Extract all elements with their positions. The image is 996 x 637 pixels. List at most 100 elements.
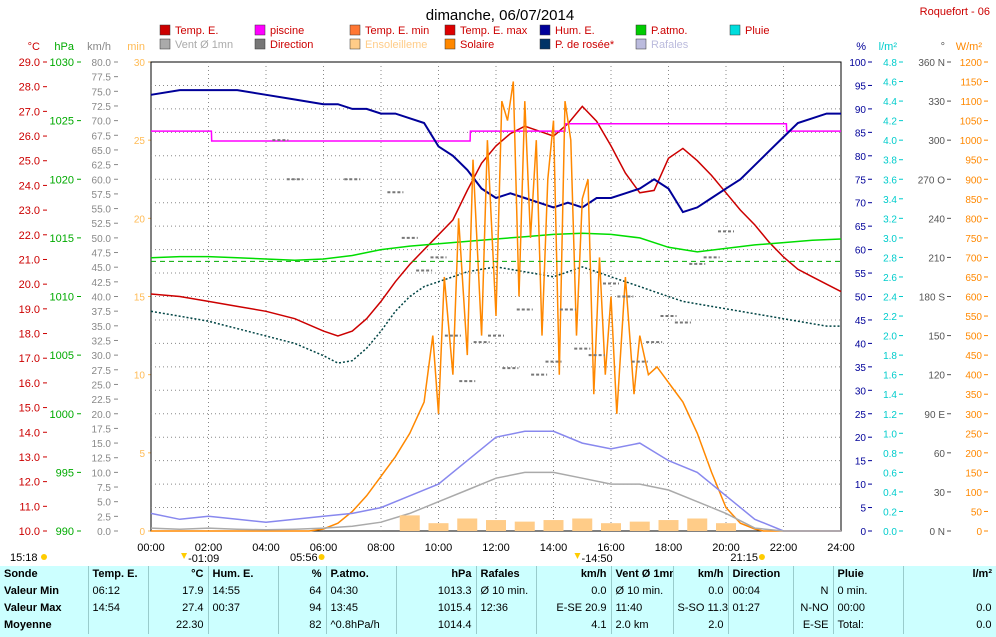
- solar-axis-tick: 1200: [960, 58, 983, 69]
- hum-axis-tick: 65: [855, 222, 867, 233]
- summary-header: P.atmo.: [325, 566, 396, 583]
- rain-axis-tick: 4.0: [883, 136, 897, 147]
- series-hume: [150, 89, 841, 214]
- temp-axis-tick: 16.0: [19, 378, 40, 390]
- summary-header: Sonde: [4, 568, 38, 580]
- hum-axis-tick: 90: [855, 105, 867, 116]
- solar-axis-tick: 750: [965, 234, 982, 245]
- time-tick-label: 02:00: [195, 542, 223, 554]
- wind-axis-tick: 50.0: [92, 234, 112, 245]
- summary-header: Direction: [727, 566, 793, 583]
- summary-header: l/m²: [902, 566, 996, 583]
- summary-cell: 0.0: [902, 617, 996, 634]
- temp-axis-tick: 13.0: [19, 452, 40, 464]
- legend-label: Vent Ø 1mn: [175, 39, 233, 51]
- pres-axis-tick: 1030: [50, 57, 74, 69]
- hum-axis-tick: 100: [849, 58, 866, 69]
- wind-axis-tick: 42.5: [92, 278, 112, 289]
- rain-axis-tick: 3.8: [883, 156, 897, 167]
- legend-swatch: [444, 24, 456, 36]
- wind-axis-tick: 30.0: [92, 351, 112, 362]
- rain-axis-tick: 4.4: [883, 97, 897, 108]
- solar-axis-tick: 500: [965, 332, 982, 343]
- sunshine-bar: [543, 520, 564, 531]
- summary-cell: [475, 617, 536, 634]
- legend-label: Temp. E.: [175, 25, 218, 37]
- marker-label: 15:18: [10, 552, 38, 564]
- wind-axis-tick: 7.5: [97, 483, 111, 494]
- temp-axis-tick: 10.0: [19, 526, 40, 538]
- pres-axis-tick: 1010: [50, 292, 74, 304]
- minutes-axis-unit: min: [127, 41, 145, 53]
- time-tick-label: 08:00: [367, 542, 395, 554]
- wind-axis-tick: 62.5: [92, 161, 112, 172]
- summary-cell: 00:00: [832, 600, 903, 617]
- time-tick-label: 04:00: [252, 542, 280, 554]
- summary-cell: 14:54: [87, 600, 148, 617]
- solar-axis-tick: 550: [965, 312, 982, 323]
- summary-cell: 0.0: [902, 600, 996, 617]
- wind-axis-tick: 40.0: [92, 293, 112, 304]
- rain-axis-tick: 3.2: [883, 214, 897, 225]
- rain-axis-tick: 2.0: [883, 332, 897, 343]
- rain-axis-tick: 2.4: [883, 293, 897, 304]
- marker-label: 21:15: [730, 552, 758, 564]
- temp-axis-tick: 20.0: [19, 279, 40, 291]
- summary-cell: 1013.3: [395, 583, 476, 600]
- temp-axis-tick: 21.0: [19, 254, 40, 266]
- time-tick-label: 12:00: [482, 542, 510, 554]
- temp-axis-tick: 27.0: [19, 106, 40, 118]
- plot-area: [150, 61, 842, 532]
- hum-axis-unit: %: [856, 41, 866, 53]
- rain-axis-tick: 1.2: [883, 410, 897, 421]
- chart-legend: Temp. E. piscine Temp. E. min Temp. E. max H…: [159, 24, 769, 51]
- summary-header: Temp. E.: [87, 566, 148, 583]
- time-axis: 00:00 02:00 04:00 06:00 08:00 10:00 12:00 14:00…: [137, 542, 855, 554]
- temp-axis-tick: 26.0: [19, 131, 40, 143]
- summary-cell: 64: [277, 583, 326, 600]
- wind-axis-tick: 55.0: [92, 205, 112, 216]
- summary-header: km/h: [535, 566, 611, 583]
- hum-axis-tick: 25: [855, 410, 867, 421]
- solar-axis-tick: 350: [965, 390, 982, 401]
- legend-label: Solaire: [460, 39, 494, 51]
- legend-label: Temp. E. max: [460, 25, 528, 37]
- legend-swatch: [444, 38, 456, 50]
- solar-axis-tick: 850: [965, 195, 982, 206]
- solar-axis-tick: 800: [965, 214, 982, 225]
- hum-axis-tick: 85: [855, 128, 867, 139]
- summary-cell: 17.9: [147, 583, 208, 600]
- dir-axis-tick: 360 N: [918, 58, 945, 69]
- summary-header: km/h: [672, 566, 728, 583]
- summary-cell: 82: [277, 617, 326, 634]
- dir-axis-tick: 90 E: [924, 410, 945, 421]
- right-axes: %100959085807570656055504540353025201510…: [849, 41, 988, 538]
- legend-label: Hum. E.: [555, 25, 595, 37]
- temp-axis-tick: 23.0: [19, 205, 40, 217]
- solar-axis-tick: 250: [965, 429, 982, 440]
- sunshine-bar: [601, 523, 621, 531]
- dir-axis-tick: 300: [928, 136, 945, 147]
- minutes-axis-tick: 0: [139, 527, 145, 538]
- sunshine-bar: [428, 523, 449, 531]
- dir-axis-tick: 270 O: [918, 175, 945, 186]
- hum-axis-tick: 0: [860, 527, 866, 538]
- summary-cell: [727, 617, 793, 634]
- minutes-axis-tick: 20: [134, 214, 146, 225]
- dir-axis-tick: 330: [928, 97, 945, 108]
- summary-cell: 1015.4: [395, 600, 476, 617]
- time-tick-label: 24:00: [827, 542, 855, 554]
- temp-axis-tick: 29.0: [19, 57, 40, 69]
- summary-cell: Ø 10 min.: [475, 583, 536, 600]
- wind-axis-tick: 27.5: [92, 366, 112, 377]
- hum-axis-tick: 95: [855, 81, 867, 92]
- marker-label: -01:09: [188, 553, 219, 565]
- temp-axis-tick: 19.0: [19, 304, 40, 316]
- hum-axis-tick: 75: [855, 175, 867, 186]
- series-pderose: [150, 266, 841, 364]
- rain-axis-tick: 1.4: [883, 390, 897, 401]
- sunshine-bar: [716, 523, 736, 531]
- solar-axis-tick: 450: [965, 351, 982, 362]
- legend-swatch: [729, 24, 741, 36]
- wind-axis-tick: 32.5: [92, 336, 112, 347]
